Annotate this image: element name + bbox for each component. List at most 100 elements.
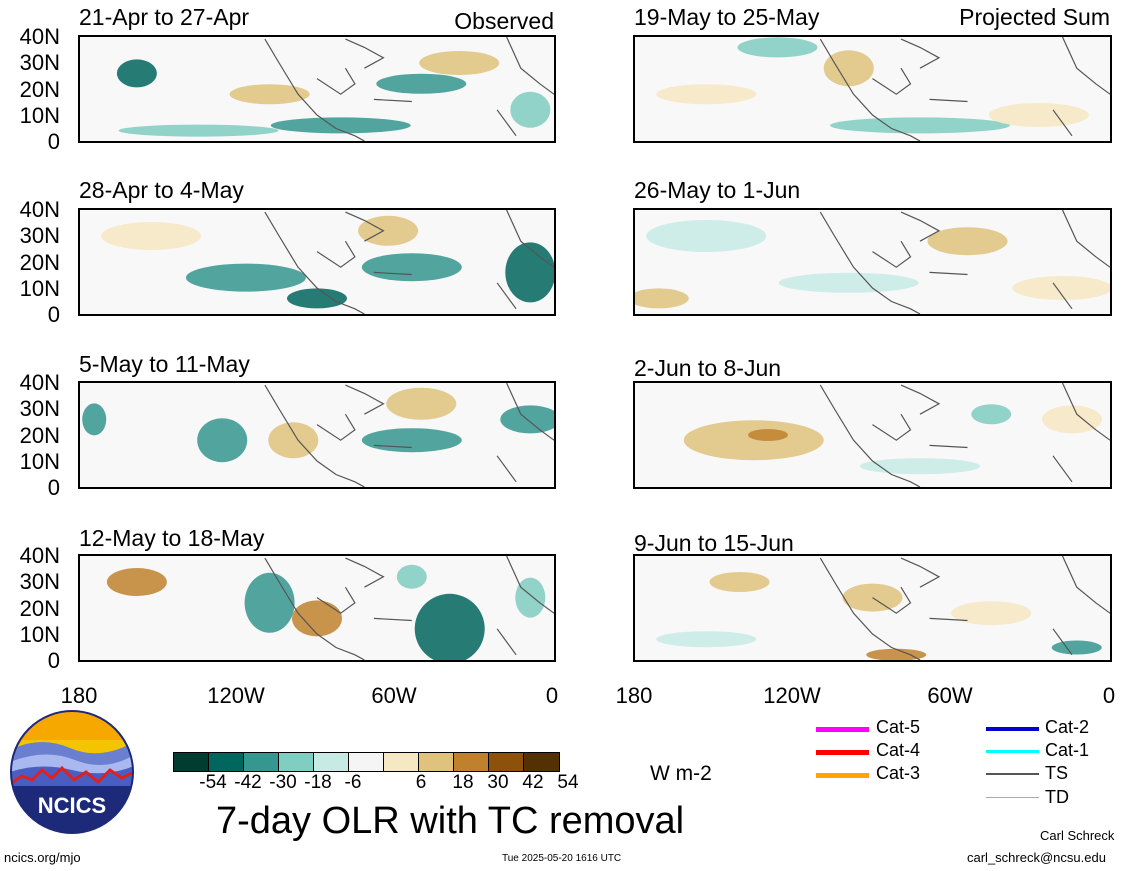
olr-anomaly-blob — [118, 124, 279, 137]
olr-anomaly-blob — [101, 222, 202, 250]
lat-label-30n: 30N — [19, 50, 60, 75]
footer-timestamp: Tue 2025-05-20 1616 UTC — [502, 853, 622, 864]
olr-anomaly-blob — [396, 564, 427, 589]
colorbar-swatch-10 — [524, 753, 559, 771]
coastline — [264, 556, 554, 660]
lat-label-10n: 10N — [19, 449, 60, 474]
olr-anomaly-blob — [185, 263, 306, 292]
olr-anomaly-blob — [106, 568, 167, 596]
panel-title-left-3: 12-May to 18-May — [79, 525, 265, 551]
lat-label-20n: 20N — [19, 77, 60, 102]
olr-map-observed-1 — [78, 35, 556, 143]
olr-anomaly-blob — [951, 601, 1032, 626]
legend-label-cat5: Cat-5 — [876, 717, 921, 737]
legend-label-cat2: Cat-2 — [1045, 717, 1090, 737]
legend-line-td — [986, 797, 1039, 798]
legend-label-cat4: Cat-4 — [876, 740, 921, 760]
colorbar-swatch-2 — [244, 753, 279, 771]
colorbar-swatch-5 — [349, 753, 384, 771]
lat-label-0: 0 — [47, 648, 60, 673]
olr-anomaly-blob — [414, 593, 485, 660]
lon-label-left-180: 180 — [60, 683, 98, 708]
olr-anomaly-blob — [1012, 276, 1110, 300]
olr-anomaly-blob — [515, 577, 546, 618]
panel-title-left-2: 5-May to 11-May — [79, 351, 250, 377]
olr-anomaly-blob — [358, 215, 419, 246]
footer-website: ncics.org/mjo — [4, 850, 81, 865]
olr-anomaly-blob — [635, 288, 689, 309]
olr-anomaly-blob — [1042, 405, 1102, 434]
colorbar-tick: -30 — [269, 772, 297, 793]
panel-note-observed: Observed — [454, 8, 554, 34]
olr-map-observed-4 — [78, 554, 556, 662]
footer-email: carl_schreck@ncsu.edu — [967, 850, 1106, 865]
colorbar-tick: 42 — [522, 772, 544, 793]
olr-anomaly-blob — [386, 387, 457, 420]
olr-anomaly-blob — [748, 429, 788, 441]
colorbar-swatch-7 — [419, 753, 454, 771]
olr-anomaly-blob — [361, 253, 462, 282]
olr-anomaly-blob — [361, 428, 462, 453]
olr-field — [683, 383, 1110, 487]
coastline — [819, 556, 1110, 660]
lat-label-0: 0 — [47, 129, 60, 154]
panel-title-right-3: 9-Jun to 15-Jun — [634, 530, 794, 556]
olr-anomaly-blob — [510, 91, 551, 128]
colorbar-swatch-4 — [314, 753, 349, 771]
colorbar-tick: 18 — [452, 772, 474, 793]
colorbar-tick: 6 — [415, 772, 427, 793]
colorbar-swatch-9 — [489, 753, 524, 771]
panel-title-right-1: 26-May to 1-Jun — [634, 177, 801, 203]
olr-anomaly-blob — [505, 242, 554, 303]
olr-anomaly-blob — [823, 50, 874, 87]
olr-anomaly-blob — [737, 37, 818, 58]
lat-label-0: 0 — [47, 475, 60, 500]
olr-anomaly-blob — [287, 288, 347, 309]
legend-line-ts — [986, 773, 1039, 775]
olr-anomaly-blob — [830, 117, 1010, 134]
olr-anomaly-blob — [376, 73, 467, 94]
lon-label-left-60w: 60W — [371, 683, 417, 708]
olr-anomaly-blob — [268, 422, 319, 459]
olr-anomaly-blob — [988, 103, 1089, 127]
olr-map-projected-4 — [633, 554, 1112, 662]
legend-label-td: TD — [1045, 787, 1069, 807]
olr-map-projected-2 — [633, 208, 1112, 316]
lon-label-left-0: 0 — [545, 683, 559, 708]
olr-anomaly-blob — [927, 227, 1008, 256]
colorbar-tick: -18 — [304, 772, 332, 793]
lat-label-0: 0 — [47, 302, 60, 327]
olr-anomaly-blob — [866, 648, 927, 660]
olr-anomaly-blob — [860, 458, 980, 475]
lat-label-10n: 10N — [19, 276, 60, 301]
olr-field — [82, 383, 554, 487]
olr-anomaly-blob — [842, 583, 903, 612]
colorbar-tick: 30 — [487, 772, 509, 793]
coastline — [819, 383, 1110, 487]
olr-anomaly-blob — [229, 84, 310, 105]
lat-label-40n: 40N — [19, 370, 60, 395]
olr-map-observed-2 — [78, 208, 556, 316]
olr-anomaly-blob — [1051, 640, 1102, 655]
olr-anomaly-blob — [419, 51, 500, 75]
legend-line-cat2 — [986, 727, 1039, 731]
olr-anomaly-blob — [971, 404, 1012, 425]
colorbar-tick: -42 — [234, 772, 262, 793]
olr-map-projected-1 — [633, 35, 1112, 143]
colorbar-tick: -6 — [344, 772, 362, 793]
lat-label-20n: 20N — [19, 250, 60, 275]
legend-line-cat4 — [816, 750, 869, 755]
olr-anomaly-blob — [683, 420, 824, 461]
colorbar-units: W m-2 — [650, 762, 712, 785]
lat-label-40n: 40N — [19, 24, 60, 49]
colorbar-swatch-6 — [384, 753, 419, 771]
legend-label-cat1: Cat-1 — [1045, 740, 1090, 760]
lat-label-40n: 40N — [19, 197, 60, 222]
colorbar-tick: 54 — [557, 772, 579, 793]
legend-line-cat3 — [816, 773, 869, 778]
olr-anomaly-blob — [116, 59, 157, 88]
coastline — [264, 383, 554, 487]
legend-line-cat1 — [986, 750, 1039, 753]
olr-field — [106, 556, 554, 660]
olr-anomaly-blob — [709, 572, 770, 592]
